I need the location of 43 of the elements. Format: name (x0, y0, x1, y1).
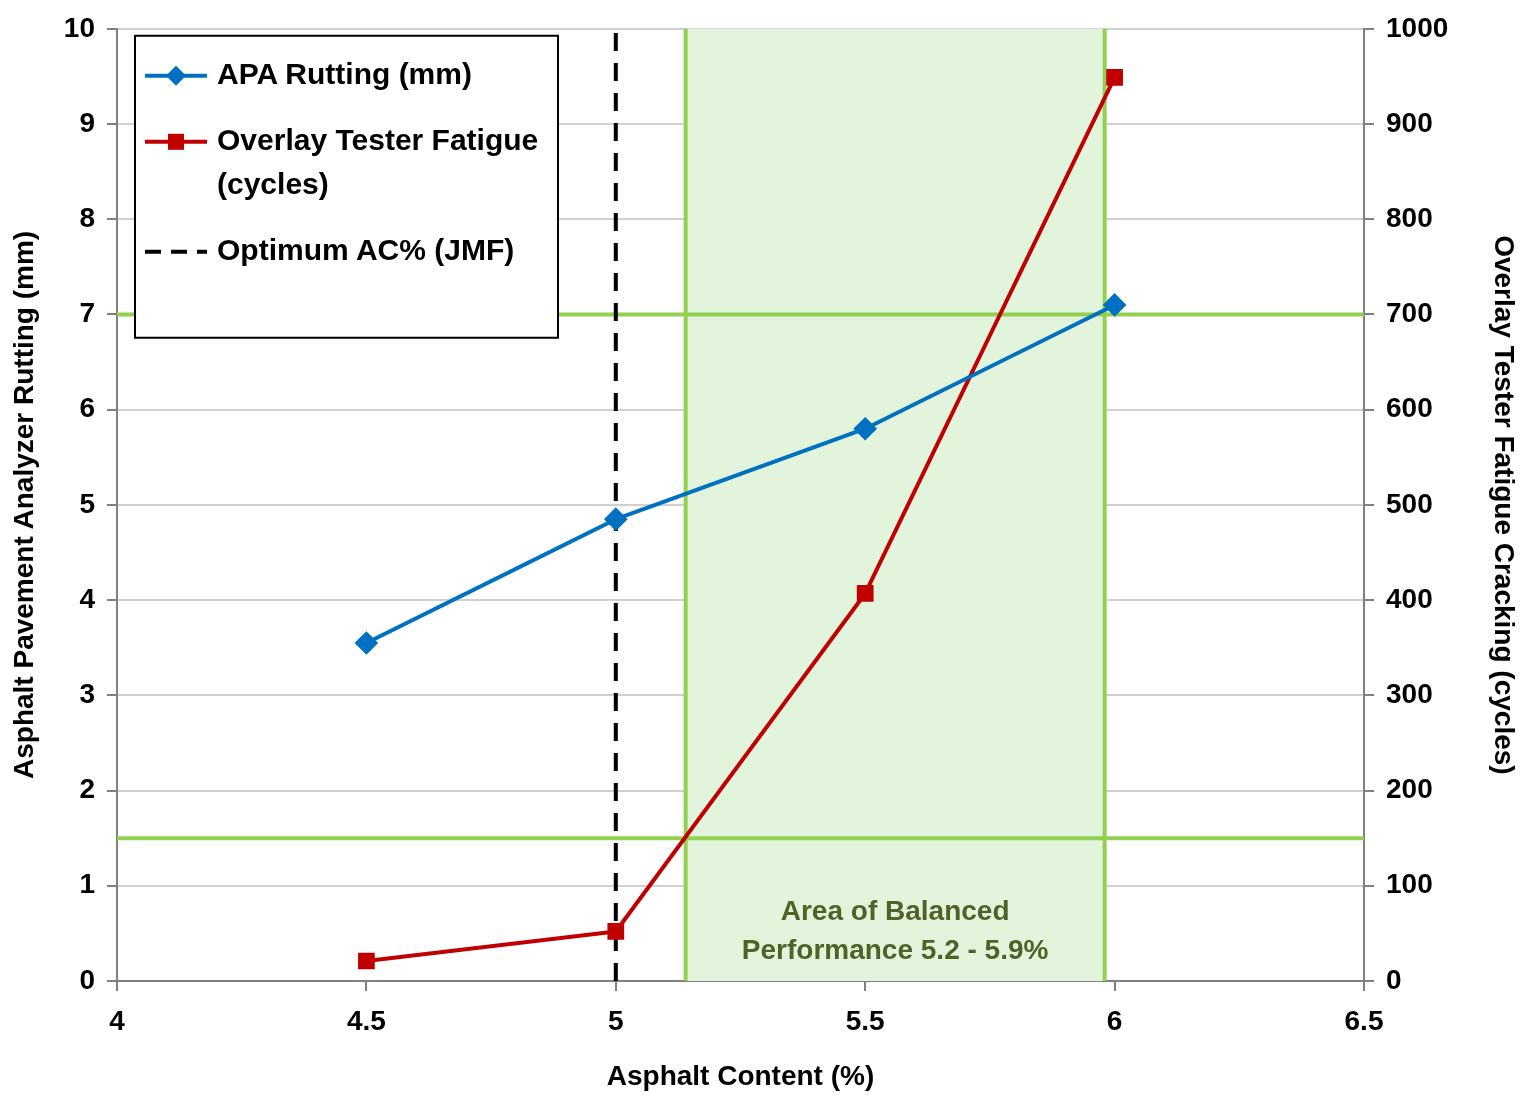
point (358, 952, 375, 970)
y2-tick-label: 1000 (1386, 11, 1449, 43)
x-tick-label: 5 (608, 1004, 624, 1036)
point (355, 631, 378, 654)
y-tick-label: 1 (79, 868, 95, 900)
x-axis-title: Asphalt Content (%) (606, 1059, 875, 1091)
point (1106, 69, 1123, 86)
legend-label: Overlay Tester Fatigue (cycles) (217, 123, 539, 201)
y-tick-label: 9 (79, 106, 95, 138)
y2-tick-label: 600 (1386, 392, 1433, 424)
point (607, 923, 625, 940)
y2-tick-label: 700 (1386, 297, 1433, 329)
point (1103, 293, 1126, 316)
y-tick-label: 0 (79, 963, 95, 995)
y2-tick-label: 800 (1386, 201, 1433, 233)
x-tick-label: 4.5 (346, 1004, 386, 1036)
y2-tick-label: 200 (1386, 773, 1433, 805)
y-tick-label: 7 (79, 297, 95, 329)
x-tick-label: 6 (1106, 1004, 1123, 1036)
y-tick-label: 8 (79, 201, 95, 233)
x-tick-label: 5.5 (845, 1004, 885, 1036)
y-tick-label: 10 (63, 11, 95, 43)
point (854, 417, 877, 440)
point (604, 508, 627, 531)
y2-tick-label: 500 (1386, 487, 1433, 519)
band-label: Area of Balanced Performance 5.2 - 5.9% (741, 894, 1049, 965)
y-tick-label: 3 (79, 678, 95, 710)
y2-tick-label: 0 (1386, 963, 1402, 995)
x-tick-label: 4 (109, 1004, 126, 1036)
point (856, 585, 874, 602)
y-tick-label: 2 (79, 773, 95, 805)
y2-tick-label: 100 (1386, 868, 1433, 900)
x-tick-label: 6.5 (1344, 1004, 1384, 1036)
y2-tick-label: 400 (1386, 582, 1433, 614)
y-tick-label: 4 (79, 582, 96, 614)
y2-tick-label: 900 (1386, 106, 1433, 138)
y-tick-label: 6 (79, 392, 95, 424)
legend-label: Optimum AC% (JMF) (217, 233, 515, 267)
y2-axis-title: Overlay Tester Fatigue Cracking (cycles) (1489, 235, 1521, 775)
y-axis-title: Asphalt Pavement Analyzer Rutting (mm) (7, 230, 39, 779)
y2-tick-label: 300 (1386, 678, 1433, 710)
y-tick-label: 5 (79, 487, 95, 519)
legend-label: APA Rutting (mm) (217, 57, 472, 91)
